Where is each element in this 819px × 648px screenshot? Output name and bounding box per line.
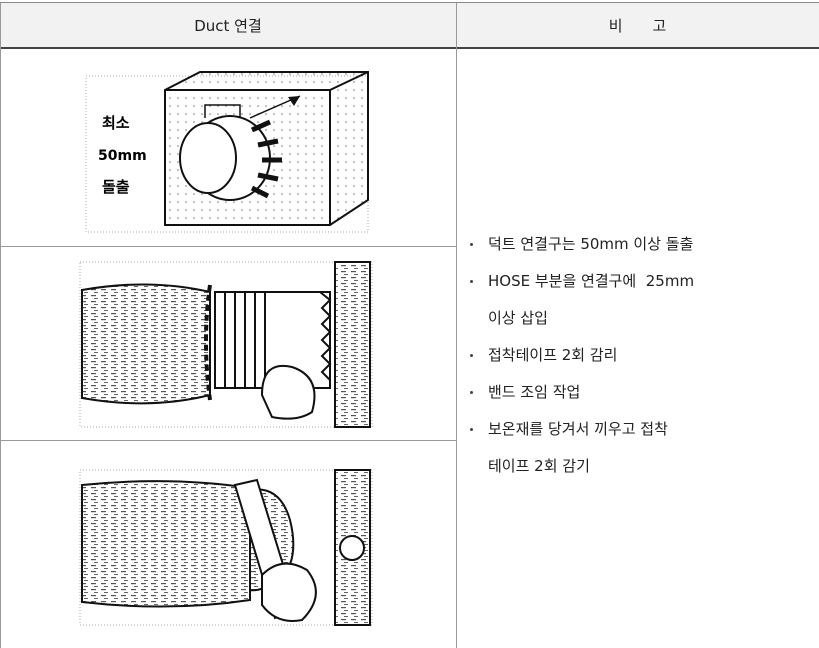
header-text: Duct 연결	[194, 16, 262, 35]
note-line: 밴드 조임 작업	[470, 374, 694, 411]
header-text: 비 고	[608, 16, 667, 35]
figure-duct-protrusion: 최소 50mm 돌출	[85, 71, 369, 233]
figure-label: 돌출	[102, 178, 130, 196]
border	[0, 2, 1, 648]
note-line: 보온재를 당겨서 끼우고 접착	[470, 411, 694, 448]
border	[0, 440, 456, 441]
note-line: 덕트 연결구는 50mm 이상 돌출	[470, 226, 694, 263]
figure-label: 50mm	[98, 148, 147, 164]
header-cell: Duct 연결	[0, 2, 456, 49]
note-line: 테이프 2회 감기	[488, 457, 590, 475]
figure-taping	[79, 469, 373, 626]
figure-hose-insertion	[79, 261, 373, 428]
figure-label: 최소	[102, 114, 130, 132]
border	[0, 246, 456, 247]
header-cell: 비 고	[456, 2, 819, 49]
notes: 덕트 연결구는 50mm 이상 돌출 HOSE 부분을 연결구에 25mm 이상 삽…	[470, 226, 694, 485]
illustrations: 최소 50mm 돌출	[79, 71, 373, 626]
border	[456, 2, 457, 648]
note-line: 접착테이프 2회 감리	[470, 337, 694, 374]
note-line: HOSE 부분을 연결구에 25mm	[470, 263, 694, 300]
note-line: 이상 삽입	[488, 309, 548, 327]
